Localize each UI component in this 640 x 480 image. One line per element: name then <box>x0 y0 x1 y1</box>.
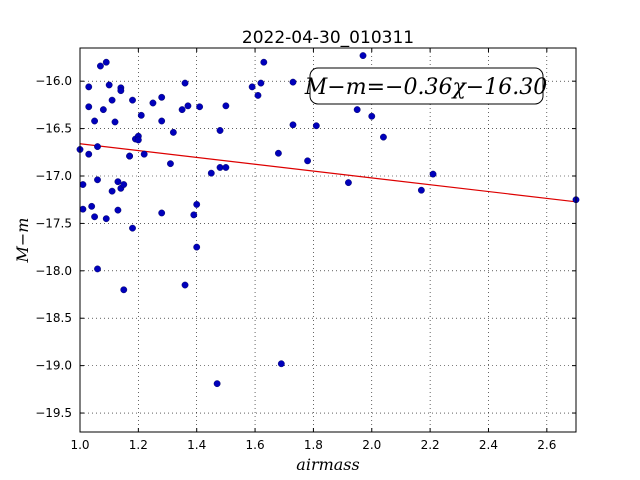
data-point <box>312 122 320 130</box>
y-tick-label: −18.0 <box>35 264 72 278</box>
data-point <box>184 102 192 110</box>
data-point <box>158 209 166 217</box>
x-tick-label: 2.4 <box>479 438 498 452</box>
data-point <box>304 157 311 165</box>
data-point <box>167 160 174 168</box>
data-point <box>108 96 116 104</box>
data-point <box>94 265 101 273</box>
data-point <box>88 202 96 210</box>
data-point <box>102 215 110 223</box>
data-point <box>277 360 285 368</box>
data-point <box>254 92 262 99</box>
data-point <box>120 286 128 294</box>
data-point <box>120 181 128 188</box>
data-point <box>140 150 148 158</box>
data-point <box>126 152 134 160</box>
data-point <box>257 79 265 87</box>
data-point <box>213 380 221 388</box>
data-point <box>368 112 376 120</box>
data-point <box>222 164 230 171</box>
y-tick-label: −16.0 <box>35 74 72 88</box>
fit-annotation: M−m=−0.36χ−16.30 <box>304 67 547 105</box>
data-point <box>129 224 136 232</box>
x-tick-label: 1.0 <box>70 438 89 452</box>
plot-frame <box>79 47 577 433</box>
data-point <box>359 52 367 59</box>
data-point <box>193 243 201 251</box>
data-point <box>102 58 110 66</box>
data-points <box>76 52 580 388</box>
data-point <box>289 121 297 129</box>
data-point <box>274 149 282 157</box>
x-tick-label: 1.2 <box>129 438 148 452</box>
data-point <box>94 176 101 184</box>
data-point <box>111 118 119 126</box>
data-point <box>178 106 186 114</box>
data-point <box>114 178 122 186</box>
data-point <box>129 96 136 104</box>
y-tick-label: −18.5 <box>35 311 72 325</box>
data-point <box>181 281 189 289</box>
data-point <box>85 83 93 91</box>
data-point <box>417 186 425 194</box>
y-tick-label: −19.5 <box>35 406 72 420</box>
x-axis-label: airmass <box>296 455 359 474</box>
data-point <box>248 83 256 91</box>
data-point <box>345 179 352 187</box>
data-point <box>260 58 268 66</box>
x-tick-label: 2.2 <box>421 438 440 452</box>
data-point <box>99 106 107 114</box>
data-point <box>169 128 177 136</box>
data-point <box>91 213 98 221</box>
data-point <box>85 103 93 111</box>
data-point <box>91 117 98 125</box>
data-point <box>380 133 387 141</box>
x-tick-label: 1.4 <box>187 438 206 452</box>
data-point <box>181 79 189 87</box>
x-tick-label: 2.0 <box>362 438 381 452</box>
data-point <box>196 103 204 111</box>
data-point <box>149 99 157 107</box>
y-tick-labels: −16.0 −16.5 −17.0 −17.5 −18.0 −18.5 −19.0 −19.5 <box>35 74 72 420</box>
data-point <box>114 206 122 214</box>
data-point <box>216 127 224 134</box>
grid <box>79 48 576 432</box>
y-tick-label: −17.5 <box>35 216 72 230</box>
data-point <box>190 211 198 219</box>
data-point <box>193 201 201 208</box>
data-point <box>117 87 125 95</box>
data-point <box>79 181 87 188</box>
data-point <box>353 106 361 114</box>
data-point <box>289 78 297 86</box>
y-tick-label: −16.5 <box>35 122 72 136</box>
chart-title: 2022-04-30_010311 <box>242 28 414 48</box>
x-tick-label: 2.6 <box>537 438 556 452</box>
y-tick-label: −17.0 <box>35 169 72 183</box>
data-point <box>222 102 230 110</box>
axis-ticks <box>79 48 576 432</box>
data-point <box>429 170 437 178</box>
data-point <box>158 93 166 101</box>
x-tick-labels: 1.0 1.2 1.4 1.6 1.8 2.0 2.2 2.4 2.6 <box>70 438 556 452</box>
x-tick-label: 1.6 <box>246 438 265 452</box>
data-point <box>94 143 101 151</box>
fit-line <box>79 143 577 203</box>
annotation-box <box>309 67 544 105</box>
data-point <box>105 81 113 89</box>
data-point <box>207 169 215 177</box>
data-point <box>216 164 224 171</box>
y-tick-label: −19.0 <box>35 359 72 373</box>
annotation-text: M−m=−0.36χ−16.30 <box>304 75 547 100</box>
data-point <box>79 205 87 213</box>
y-axis-label: M−m <box>13 218 32 264</box>
x-tick-label: 1.8 <box>304 438 323 452</box>
data-point <box>137 111 145 119</box>
data-point <box>97 62 104 70</box>
data-point <box>85 150 93 158</box>
fit-line-group <box>79 143 577 203</box>
data-point <box>108 187 116 195</box>
data-point <box>158 117 166 125</box>
data-point <box>134 136 142 144</box>
